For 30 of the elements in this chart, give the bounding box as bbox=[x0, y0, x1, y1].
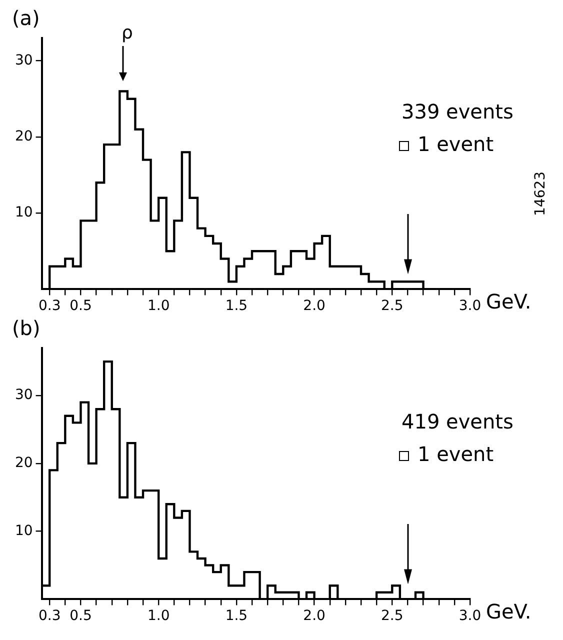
x-tick-label: 1.0 bbox=[147, 608, 170, 624]
y-tick-label: 30 bbox=[14, 387, 33, 404]
chart-title: (a) bbox=[12, 6, 40, 30]
y-tick-label: 10 bbox=[14, 522, 33, 539]
x-tick-label: 2.5 bbox=[381, 608, 404, 624]
y-tick-label: 30 bbox=[14, 52, 33, 68]
x-tick-label: 3.0 bbox=[458, 298, 482, 314]
x-tick-label: 3.0 bbox=[458, 608, 482, 624]
x-axis-title: GeV. bbox=[486, 599, 532, 624]
text: 14623 bbox=[532, 171, 549, 216]
chart-title: (b) bbox=[12, 316, 40, 340]
x-tick-label: 0.5 bbox=[70, 298, 92, 314]
x-tick-label: 2.0 bbox=[303, 608, 326, 624]
annotation: ρ bbox=[121, 22, 133, 44]
x-tick-label: 0.3 bbox=[38, 298, 61, 314]
y-tick-label: 20 bbox=[14, 455, 33, 472]
annotation: 419 events bbox=[401, 410, 514, 434]
y-tick-label: 10 bbox=[14, 204, 33, 221]
x-axis-title: GeV. bbox=[486, 289, 532, 314]
x-tick-label: 2.5 bbox=[381, 298, 404, 314]
x-tick-label: 0.5 bbox=[70, 608, 92, 624]
x-tick-label: 0.3 bbox=[38, 608, 61, 624]
y-tick-label: 20 bbox=[14, 128, 33, 145]
annotation: 1 event bbox=[417, 132, 494, 156]
x-tick-label: 1.5 bbox=[225, 298, 248, 314]
annotation: 1 event bbox=[417, 442, 494, 466]
annotation: 339 events bbox=[401, 100, 514, 124]
x-tick-label: 1.5 bbox=[225, 608, 248, 624]
x-tick-label: 2.0 bbox=[303, 298, 326, 314]
x-tick-label: 1.0 bbox=[147, 298, 170, 314]
